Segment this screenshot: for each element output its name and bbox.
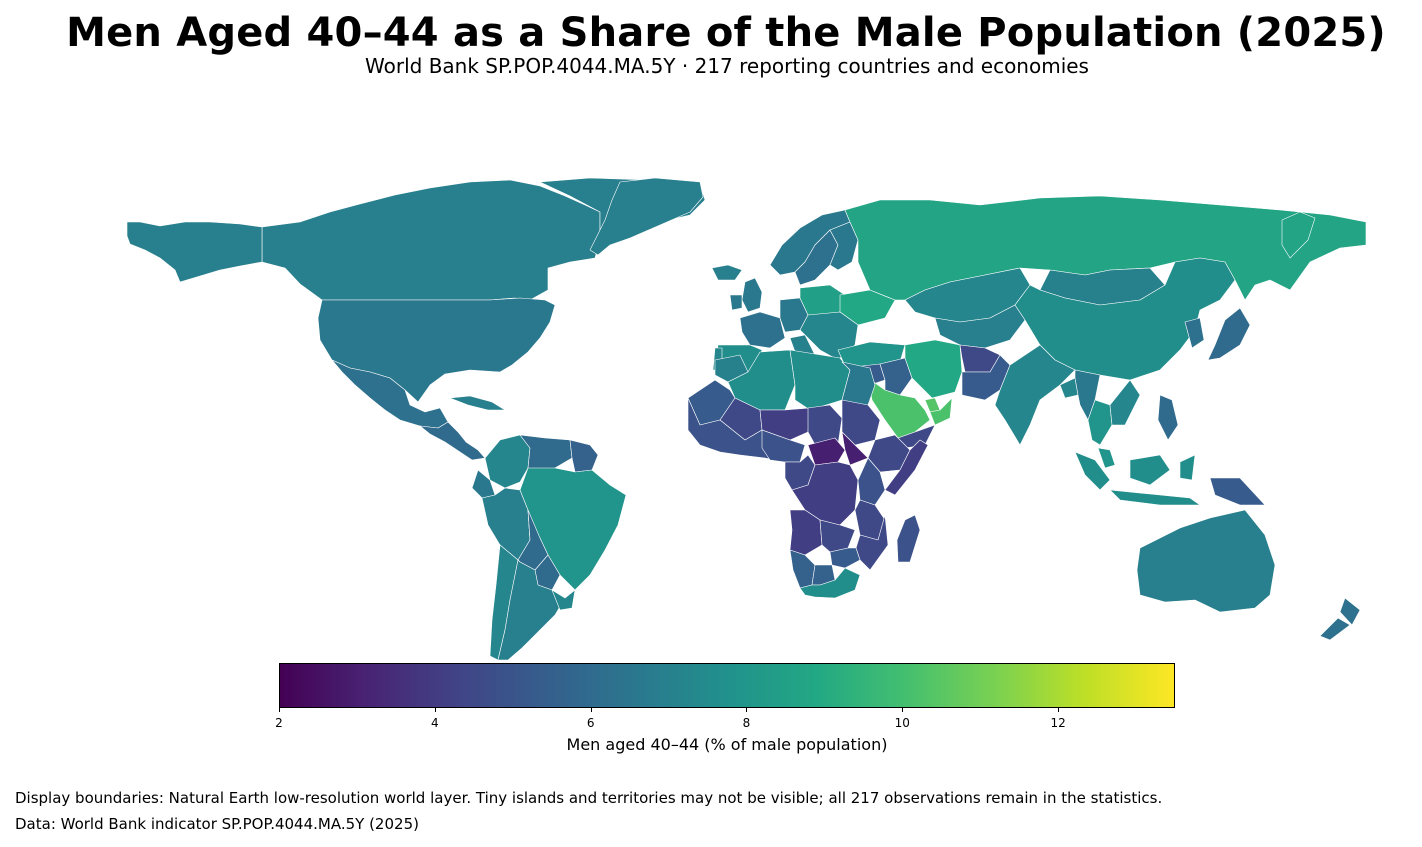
region-libya <box>789 349 851 411</box>
region-central-african-republic <box>807 437 846 466</box>
region-zimbabwe <box>829 547 861 569</box>
region-united-arab-emirates <box>924 397 941 413</box>
region-sudan <box>841 399 881 446</box>
region-indonesia <box>1109 489 1201 506</box>
region-canada <box>261 179 601 301</box>
region-uruguay <box>551 589 576 611</box>
region-guyana <box>569 439 599 473</box>
region-greenland <box>589 177 704 256</box>
region-united-kingdom <box>741 277 763 313</box>
region-france <box>739 311 786 349</box>
region-japan <box>1207 307 1251 361</box>
source-footnote: Data: World Bank indicator SP.POP.4044.M… <box>15 815 419 833</box>
colorbar-tick-label: 12 <box>1050 716 1066 730</box>
region-india <box>994 344 1076 446</box>
region-south-africa <box>799 567 861 599</box>
region-peru <box>481 487 531 561</box>
region-indonesia <box>1129 454 1171 486</box>
region-central-asia <box>934 304 1026 349</box>
region-united-states <box>317 297 556 403</box>
colorbar-label: Men aged 40–44 (% of male population) <box>566 735 888 754</box>
region-colombia <box>484 434 531 489</box>
colorbar-tick-label: 2 <box>275 716 283 730</box>
region-papua-new-guinea <box>1209 477 1266 506</box>
boundaries-footnote: Display boundaries: Natural Earth low-re… <box>15 789 1163 807</box>
colorbar-tick <box>279 708 280 712</box>
region-australia <box>1136 509 1276 613</box>
region-oman <box>929 397 953 426</box>
region-poland <box>799 284 846 316</box>
region-vietnam <box>1109 379 1141 426</box>
colorbar-tick <box>1058 708 1060 712</box>
colorbar-tick <box>902 708 904 712</box>
region-zambia <box>819 519 856 553</box>
colorbar-tick-label: 4 <box>430 716 439 730</box>
region-madagascar <box>896 514 921 563</box>
colorbar-tick <box>746 708 748 712</box>
region-cuba <box>449 395 506 411</box>
region-philippines <box>1157 394 1179 441</box>
region-central-america <box>419 421 486 461</box>
region-malaysia <box>1097 447 1116 469</box>
region-somalia <box>884 439 929 496</box>
region-argentina <box>497 559 566 661</box>
colorbar <box>279 663 1175 708</box>
region-new-zealand <box>1339 597 1361 626</box>
region-angola <box>789 509 823 556</box>
colorbar-tick-label: 10 <box>894 716 910 730</box>
colorbar-tick <box>590 708 592 712</box>
map-subtitle: World Bank SP.POP.4044.MA.5Y · 217 repor… <box>365 54 1089 78</box>
colorbar-tick-label: 6 <box>586 716 595 730</box>
map-title: Men Aged 40–44 as a Share of the Male Po… <box>66 10 1386 56</box>
region-indonesia <box>1074 451 1111 491</box>
colorbar-tick <box>434 708 436 712</box>
region-iran <box>904 339 963 399</box>
region-saudi-arabia <box>867 377 931 439</box>
region-korea <box>1184 317 1205 349</box>
colorbar-tick-label: 8 <box>742 716 751 730</box>
region-russia <box>1281 211 1316 259</box>
region-canada <box>126 221 263 283</box>
region-iceland <box>711 264 743 281</box>
region-namibia <box>789 549 816 589</box>
region-ireland <box>729 294 743 311</box>
region-south-sudan <box>841 431 869 466</box>
colorbar-gradient <box>279 663 1175 708</box>
region-myanmar <box>1074 369 1101 421</box>
region-indonesia <box>1179 454 1196 481</box>
region-new-zealand <box>1319 617 1351 641</box>
